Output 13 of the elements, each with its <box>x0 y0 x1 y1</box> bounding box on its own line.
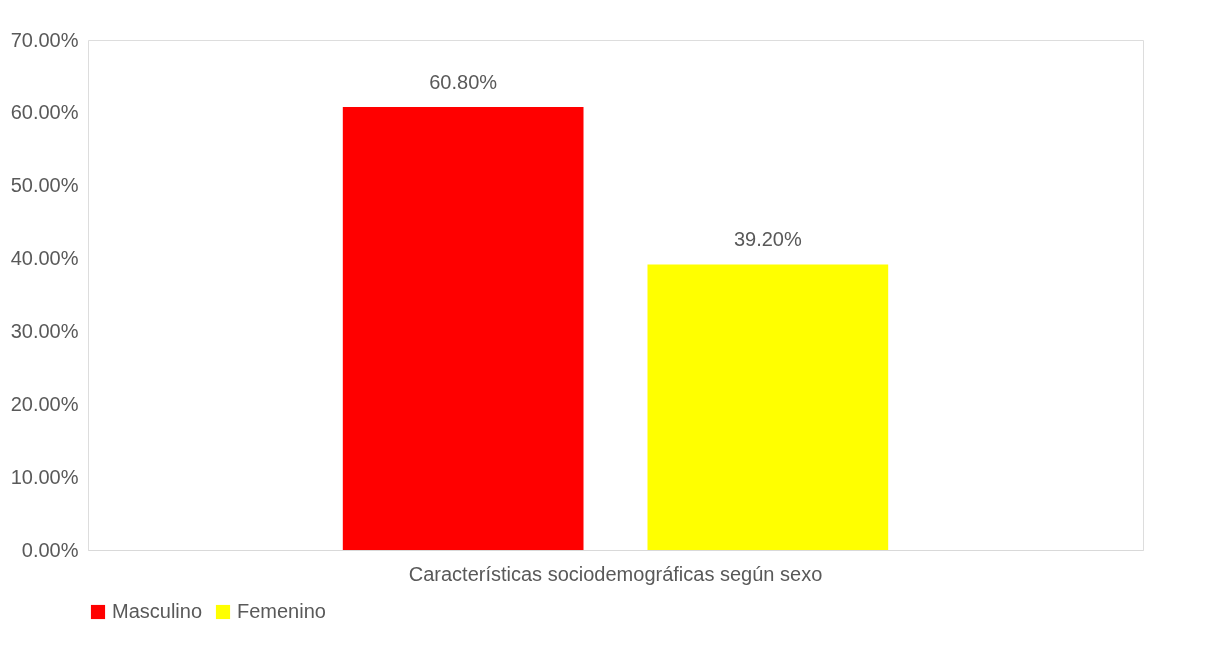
y-tick-label: 30.00% <box>10 319 79 342</box>
y-tick-label: 70.00% <box>10 28 79 51</box>
data-label: 60.80% <box>429 71 498 94</box>
y-tick-label: 40.00% <box>10 247 79 270</box>
legend-label: Femenino <box>237 600 326 622</box>
y-tick-label: 20.00% <box>10 392 79 415</box>
x-tick-label: Características sociodemográficas según sexo <box>408 562 823 585</box>
y-tick-label: 0.00% <box>21 538 79 561</box>
y-tick-label: 50.00% <box>10 174 79 197</box>
legend-label: Masculino <box>112 600 203 622</box>
y-tick-label: 10.00% <box>10 465 79 488</box>
y-tick-label: 60.00% <box>10 101 79 124</box>
data-label: 39.20% <box>733 228 802 251</box>
